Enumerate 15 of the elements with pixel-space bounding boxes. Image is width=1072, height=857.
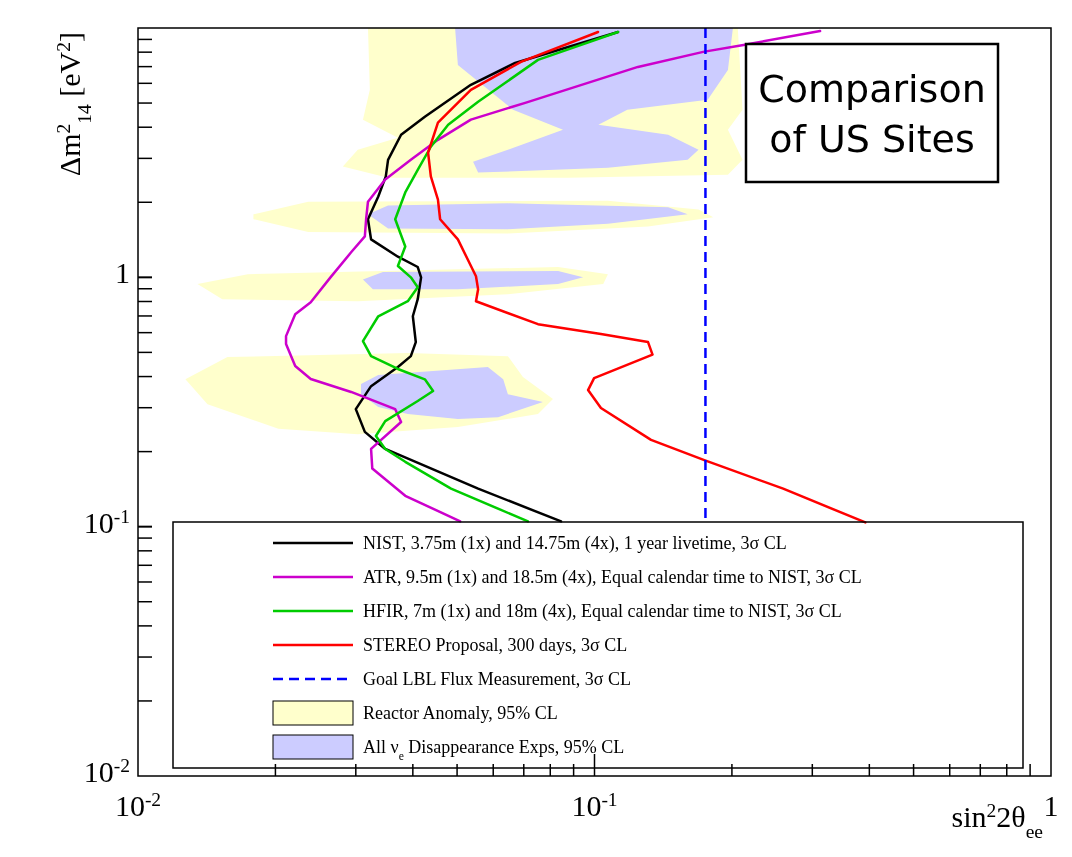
x-tick-label: 1 xyxy=(1043,789,1059,822)
legend-label: STEREO Proposal, 300 days, 3σ CL xyxy=(363,635,628,655)
x-tick-label: 10$^{-2}$ xyxy=(114,788,162,822)
legend-label: Goal LBL Flux Measurement, 3σ CL xyxy=(363,669,631,689)
legend-label: Reactor Anomaly, 95% CL xyxy=(363,703,558,723)
y-tick-label: 10$^{-1}$ xyxy=(83,505,130,539)
x-axis-title: sin$^{2}$2θ$_{ee}$ xyxy=(951,799,1043,842)
y-tick-label: 1 xyxy=(115,256,130,290)
legend-label: NIST, 3.75m (1x) and 14.75m (4x), 1 year livetime, 3σ CL xyxy=(363,533,787,554)
legend-label: ATR, 9.5m (1x) and 18.5m (4x), Equal calendar time to NIST, 3σ CL xyxy=(363,567,862,588)
y-tick-label: 10$^{-2}$ xyxy=(83,754,130,788)
x-tick-label: 10$^{-1}$ xyxy=(571,788,618,822)
annotation: Comparison of US Sites xyxy=(758,67,986,161)
legend-label: HFIR, 7m (1x) and 18m (4x), Equal calendar time to NIST, 3σ CL xyxy=(363,601,842,622)
legend-label: All ν$_{e}$ Disappearance Exps, 95% CL xyxy=(363,737,625,763)
